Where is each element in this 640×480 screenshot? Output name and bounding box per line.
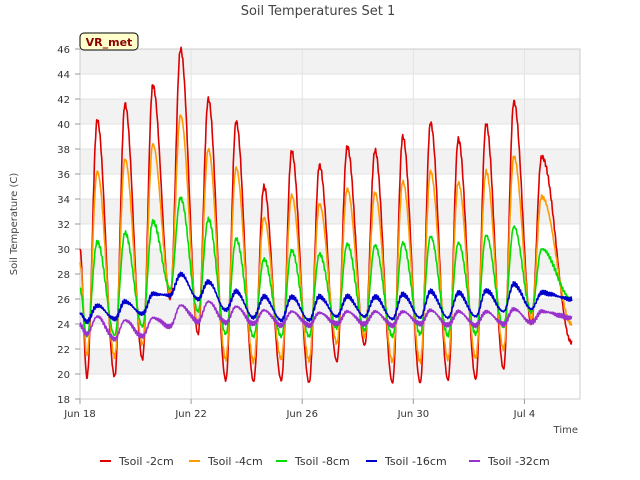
- x-axis: Jun 18 Jun 22 Jun 26 Jun 30 Jul 4: [63, 399, 535, 420]
- series-lines: [79, 46, 573, 384]
- grid-band: [80, 374, 580, 399]
- y-tick-label: 24: [57, 320, 70, 331]
- x-axis-label: Time: [553, 425, 578, 436]
- y-tick-label: 42: [57, 95, 70, 106]
- grid-band: [80, 149, 580, 174]
- x-tick-label: Jul 4: [513, 409, 536, 420]
- x-tick-label: Jun 30: [397, 409, 430, 420]
- y-tick-label: 20: [57, 370, 70, 381]
- y-tick-label: 44: [57, 70, 70, 81]
- legend-label: Tsoil -4cm: [207, 455, 263, 468]
- grid-band: [80, 124, 580, 149]
- series-line-tsoil-16cm: [79, 271, 573, 325]
- y-tick-label: 32: [57, 220, 70, 231]
- grid-band: [80, 324, 580, 349]
- station-badge: VR_met: [79, 32, 139, 51]
- legend-label: Tsoil -16cm: [384, 455, 447, 468]
- badge-label: VR_met: [86, 36, 133, 49]
- series-line-tsoil-2cm: [79, 46, 573, 384]
- y-tick-label: 28: [57, 270, 70, 281]
- y-tick-label: 30: [57, 245, 70, 256]
- series-line-tsoil-8cm: [79, 196, 573, 339]
- grid-band: [80, 74, 580, 99]
- grid-band: [80, 99, 580, 124]
- grid-band: [80, 49, 580, 74]
- y-tick-label: 36: [57, 170, 70, 181]
- legend-label: Tsoil -2cm: [118, 455, 174, 468]
- legend-label: Tsoil -8cm: [294, 455, 350, 468]
- x-tick-label: Jun 22: [174, 409, 207, 420]
- x-tick-label: Jun 26: [285, 409, 318, 420]
- series-line-tsoil-32cm: [79, 300, 573, 342]
- x-tick-label: Jun 18: [63, 409, 96, 420]
- grid-band: [80, 349, 580, 374]
- grid-band: [80, 249, 580, 274]
- y-tick-label: 26: [57, 295, 70, 306]
- y-tick-label: 22: [57, 345, 70, 356]
- y-tick-label: 40: [57, 120, 70, 131]
- y-axis-label: Soil Temperature (C): [9, 173, 20, 276]
- series-line-tsoil-4cm: [79, 114, 573, 365]
- legend-label: Tsoil -32cm: [487, 455, 550, 468]
- y-tick-label: 34: [57, 195, 70, 206]
- legend: Tsoil -2cm Tsoil -4cm Tsoil -8cm Tsoil -16c…: [100, 455, 550, 468]
- badge-box: [79, 32, 139, 51]
- grid-band: [80, 224, 580, 249]
- y-axis: 18 20 22 24 26 28 30 32 34 36 38 40 42 44 46: [57, 45, 80, 406]
- grid-band: [80, 199, 580, 224]
- grid-band: [80, 174, 580, 199]
- y-tick-label: 18: [57, 395, 70, 406]
- chart-title: Soil Temperatures Set 1: [241, 4, 396, 19]
- y-tick-label: 46: [57, 45, 70, 56]
- y-tick-label: 38: [57, 145, 70, 156]
